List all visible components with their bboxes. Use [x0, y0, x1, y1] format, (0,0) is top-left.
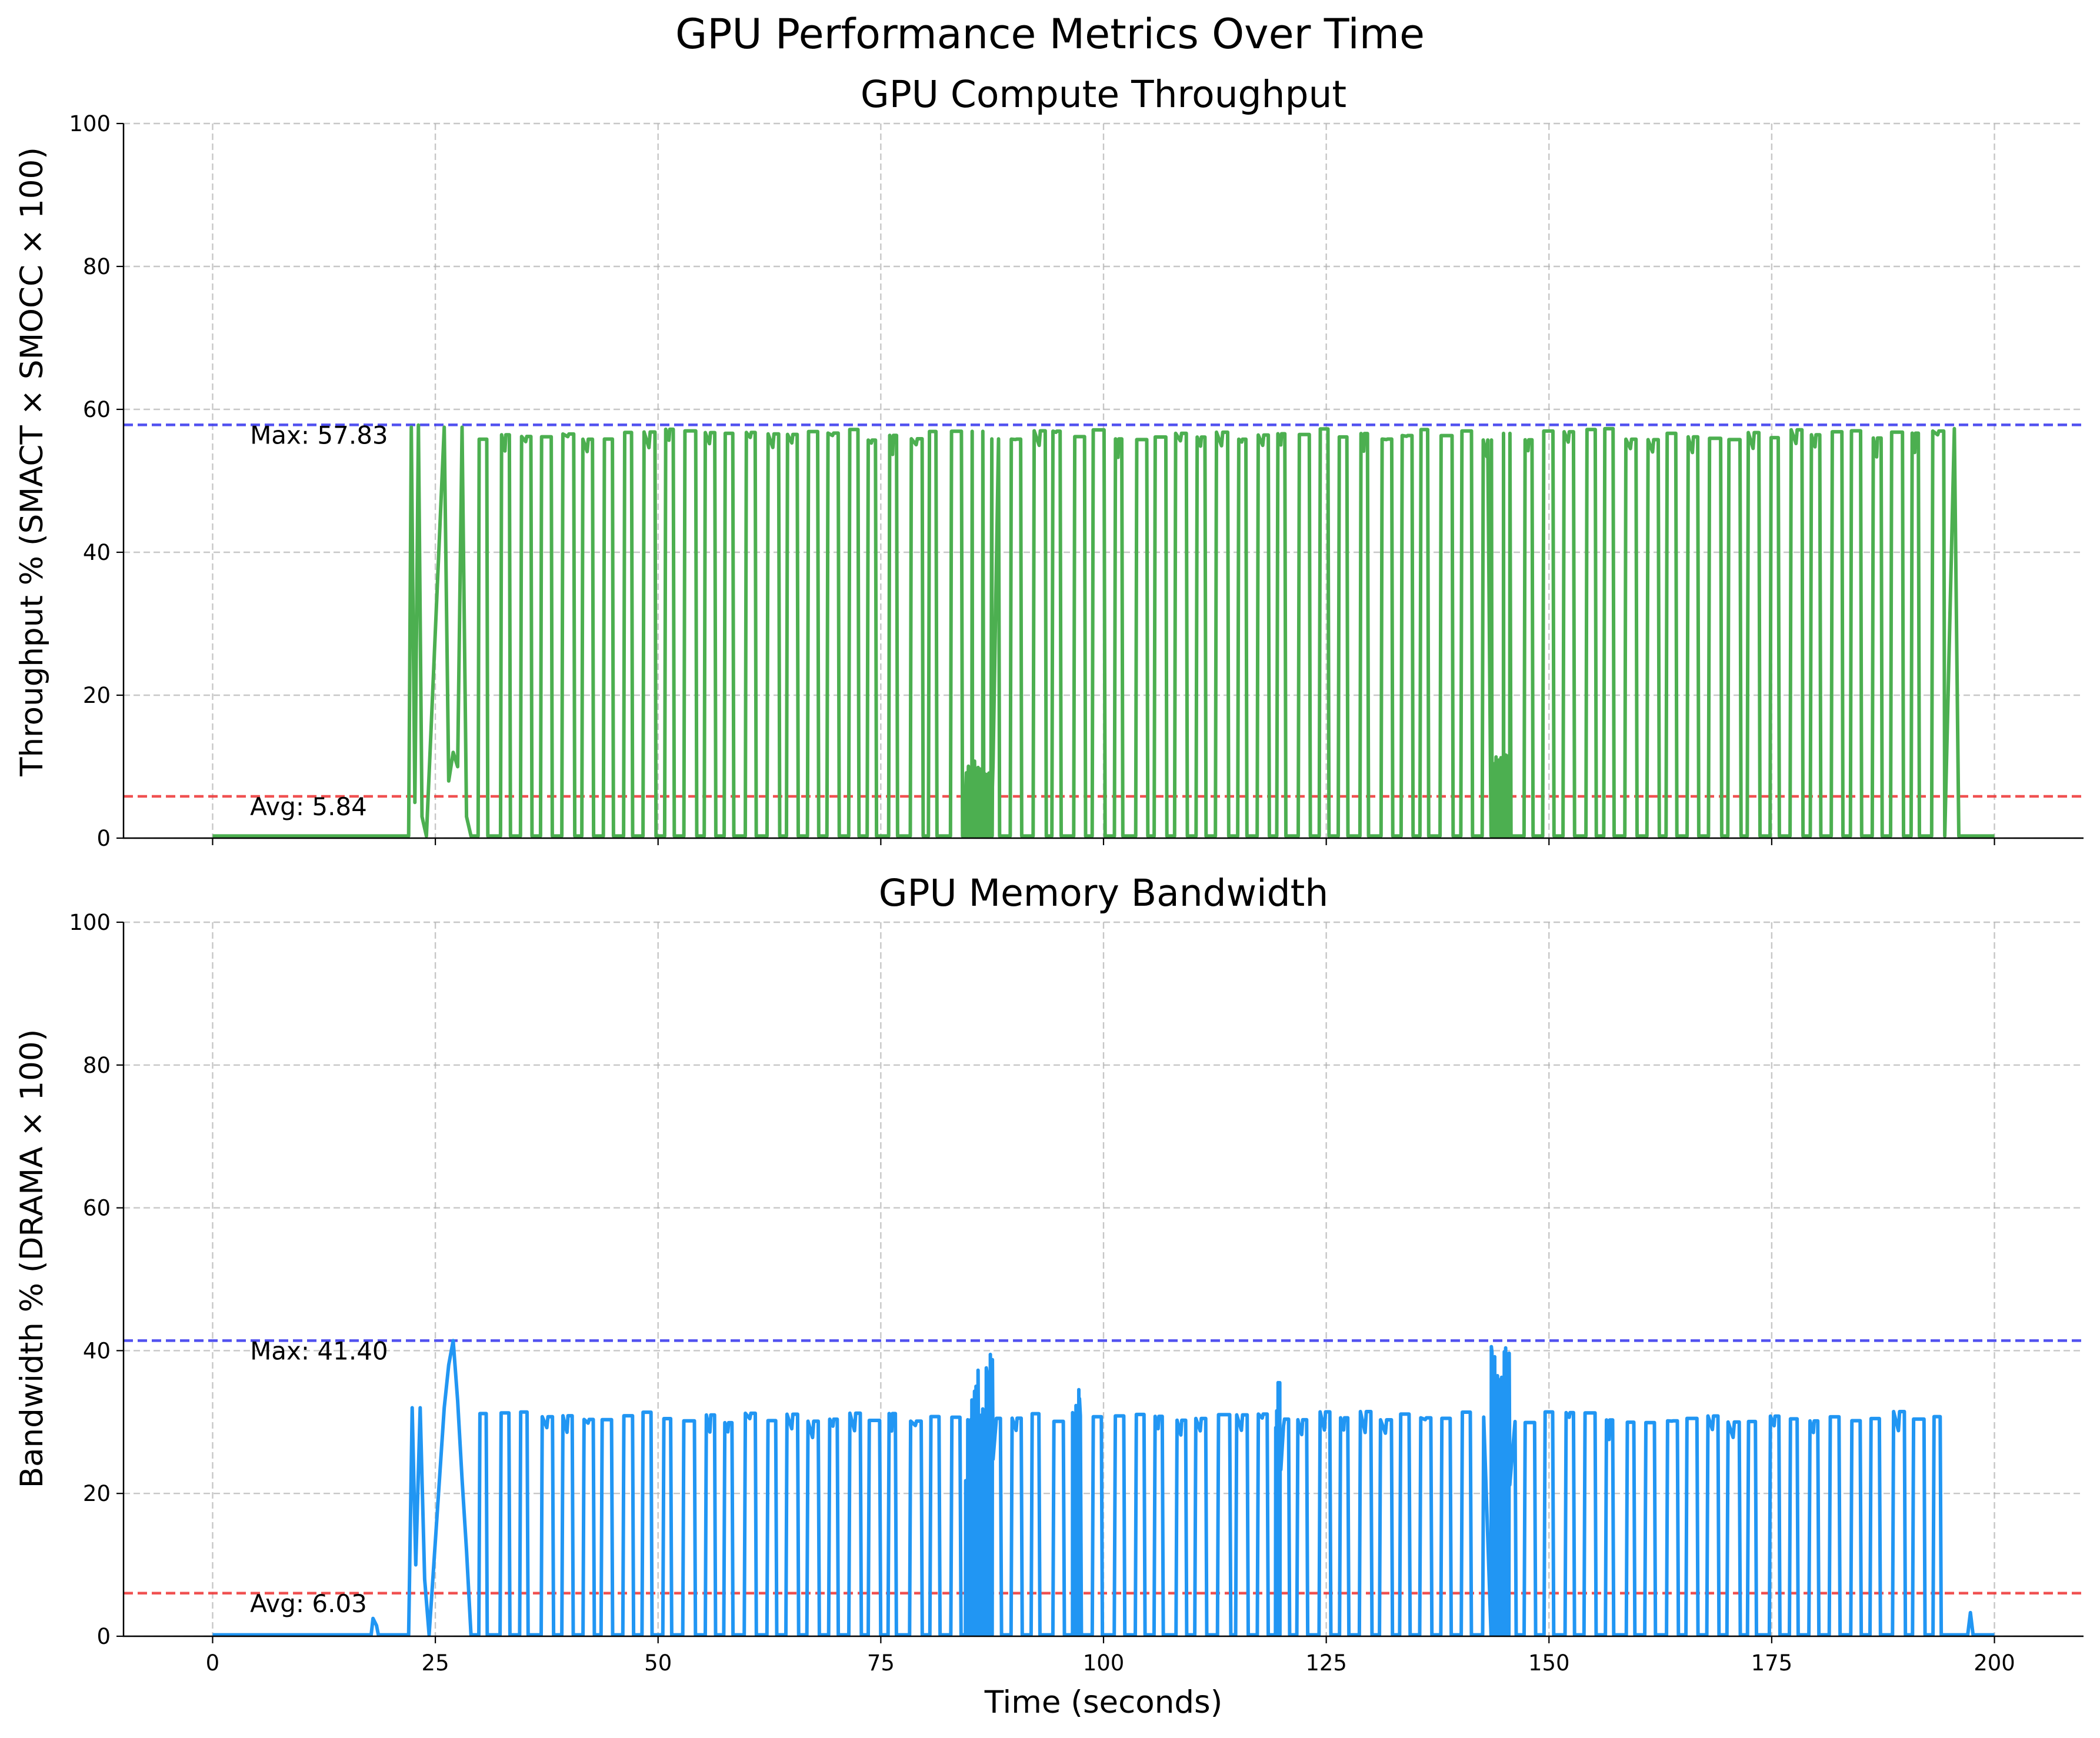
compute-y-axis-label: Throughput % (SMACT × SMOCC × 100): [14, 147, 50, 777]
bandwidth-xtick-label: 200: [1974, 1650, 2015, 1676]
bandwidth-max-label: Max: 41.40: [250, 1336, 388, 1365]
bandwidth-ytick-label: 20: [83, 1481, 111, 1506]
bandwidth-xtick-label: 75: [867, 1650, 895, 1676]
compute-ytick-label: 0: [96, 826, 111, 851]
bandwidth-series-line: [212, 1339, 1995, 1637]
figure-title: GPU Performance Metrics Over Time: [675, 10, 1425, 58]
compute-series-line: [212, 423, 1995, 838]
bandwidth-xtick-label: 25: [422, 1650, 449, 1676]
compute-ytick-label: 20: [83, 683, 111, 708]
bandwidth-ytick-label: 60: [83, 1196, 111, 1221]
memory-bandwidth-title: GPU Memory Bandwidth: [879, 872, 1329, 915]
bandwidth-xtick-label: 100: [1083, 1650, 1125, 1676]
bandwidth-ytick-label: 80: [83, 1053, 111, 1078]
bandwidth-xtick-label: 50: [644, 1650, 672, 1676]
compute-ytick-label: 60: [83, 397, 111, 422]
bandwidth-xtick-label: 150: [1528, 1650, 1570, 1676]
x-axis-label: Time (seconds): [984, 1684, 1223, 1720]
bandwidth-ytick-label: 40: [83, 1338, 111, 1363]
compute-max-label: Max: 57.83: [250, 421, 388, 449]
memory-bandwidth-panel: GPU Memory Bandwidth Max: 41.40 Avg: 6.03…: [14, 872, 2084, 1676]
bandwidth-xtick-label: 0: [206, 1650, 220, 1676]
compute-ytick-label: 40: [83, 540, 111, 565]
bandwidth-series: [212, 1339, 1995, 1637]
bandwidth-axes: 0 20 40 60 80 100 0 25 50 75 100 125 150 175 200: [69, 910, 2084, 1676]
compute-axes: 0 20 40 60 80 100: [69, 111, 2084, 851]
compute-ytick-label: 80: [83, 254, 111, 279]
bandwidth-xtick-label: 175: [1751, 1650, 1793, 1676]
compute-avg-label: Avg: 5.84: [250, 792, 367, 821]
bandwidth-avg-label: Avg: 6.03: [250, 1589, 367, 1618]
bandwidth-ytick-label: 100: [69, 910, 111, 935]
bandwidth-y-axis-label: Bandwidth % (DRAMA × 100): [14, 1029, 50, 1489]
bandwidth-ytick-label: 0: [96, 1624, 111, 1649]
compute-ytick-label: 100: [69, 111, 111, 136]
compute-series: [212, 423, 1995, 838]
compute-throughput-panel: GPU Compute Throughput Max: 57.83 Avg: 5.…: [14, 73, 2084, 851]
bandwidth-xtick-label: 125: [1305, 1650, 1347, 1676]
compute-throughput-title: GPU Compute Throughput: [861, 73, 1346, 116]
